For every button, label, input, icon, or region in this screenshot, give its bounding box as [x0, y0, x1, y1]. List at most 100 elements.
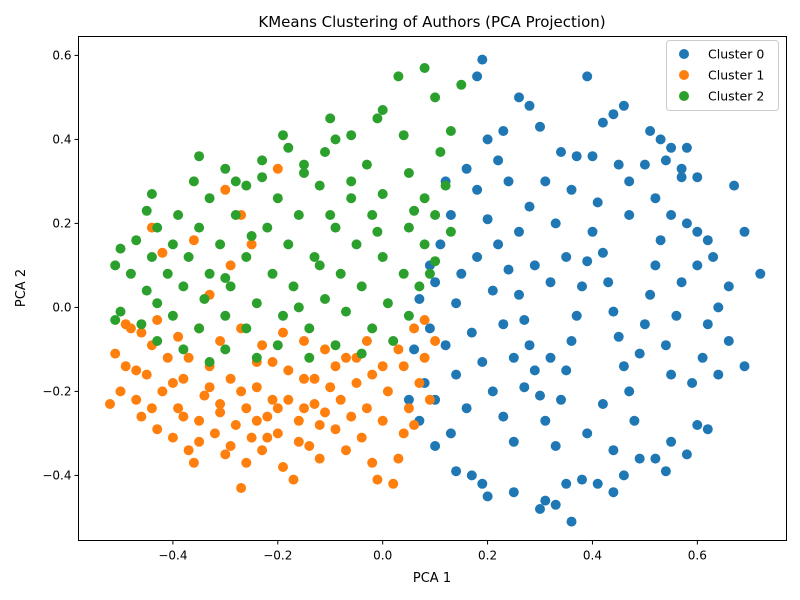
cluster-0-point [660, 155, 671, 166]
cluster-1-point [335, 394, 346, 405]
cluster-0-point [713, 302, 724, 313]
cluster-2-point [419, 193, 430, 204]
cluster-2-point [230, 210, 241, 220]
cluster-0-point [697, 352, 708, 363]
cluster-0-point [645, 289, 656, 300]
cluster-0-point [655, 235, 666, 246]
cluster-2-point [278, 130, 288, 141]
cluster-2-point [220, 163, 231, 174]
cluster-2-point [251, 352, 262, 363]
cluster-1-point [236, 483, 247, 493]
cluster-1-point [105, 399, 115, 409]
cluster-2-point [414, 281, 425, 292]
cluster-2-point [152, 298, 163, 309]
cluster-1-point [272, 428, 283, 439]
cluster-2-point [377, 105, 388, 115]
cluster-0-point [618, 470, 629, 481]
cluster-0-point [634, 453, 645, 464]
cluster-1-point [293, 436, 304, 447]
cluster-1-point [215, 336, 226, 346]
cluster-1-point [409, 420, 420, 430]
cluster-0-point [556, 147, 566, 157]
chart-title: KMeans Clustering of Authors (PCA Projec… [258, 13, 605, 31]
cluster-2-point [430, 256, 441, 267]
cluster-0-point [535, 504, 545, 514]
cluster-1-point [267, 357, 278, 367]
cluster-2-point [372, 226, 383, 237]
cluster-0-point [545, 352, 556, 363]
cluster-0-point [550, 499, 561, 510]
cluster-2-point [262, 222, 273, 233]
cluster-2-point [141, 285, 152, 296]
cluster-2-point [430, 92, 441, 103]
cluster-2-point [272, 193, 283, 204]
cluster-2-point [136, 319, 147, 330]
cluster-0-point [451, 298, 462, 309]
cluster-0-point [566, 516, 577, 527]
cluster-1-point [257, 445, 268, 456]
cluster-2-point [377, 189, 388, 199]
cluster-0-point [708, 252, 719, 262]
cluster-1-point [194, 436, 205, 447]
cluster-2-point [283, 239, 294, 250]
cluster-1-point [288, 474, 299, 485]
cluster-1-point [419, 315, 430, 325]
cluster-0-point [650, 193, 661, 204]
cluster-0-point [692, 172, 703, 183]
cluster-1-point [356, 432, 367, 443]
x-axis-label: PCA 1 [413, 571, 451, 586]
cluster-2-point [267, 268, 278, 279]
cluster-1-point [146, 403, 157, 414]
legend: Cluster 0 Cluster 1 Cluster 2 [666, 40, 779, 111]
cluster-0-point [445, 210, 456, 220]
cluster-0-point [503, 176, 514, 187]
cluster-0-point [508, 436, 519, 447]
cluster-2-point [309, 252, 320, 262]
cluster-2-point [419, 63, 430, 73]
cluster-0-point [487, 285, 498, 296]
cluster-1-point [267, 394, 278, 405]
cluster-0-point [692, 226, 703, 237]
cluster-1-point [278, 327, 288, 338]
cluster-0-point [445, 428, 456, 439]
cluster-2-point [424, 268, 435, 279]
cluster-0-point [713, 369, 724, 380]
cluster-0-point [535, 121, 545, 132]
cluster-2-point [173, 210, 184, 220]
cluster-1-point [136, 411, 147, 422]
cluster-0-point [403, 394, 414, 405]
cluster-2-point [257, 172, 268, 183]
cluster-2-point [435, 147, 446, 157]
cluster-2-point [335, 268, 346, 279]
y-tick-label: 0.2 [52, 216, 71, 230]
cluster-1-point [424, 394, 435, 405]
cluster-0-point [566, 336, 577, 346]
legend-marker-cluster-2 [679, 91, 689, 101]
cluster-0-point [540, 176, 551, 187]
cluster-0-point [624, 386, 635, 397]
cluster-0-point [639, 319, 650, 330]
cluster-1-point [393, 344, 404, 355]
cluster-1-point [225, 441, 236, 451]
cluster-1-point [183, 352, 194, 363]
cluster-1-point [320, 407, 330, 418]
cluster-1-point [162, 352, 173, 363]
cluster-1-point [141, 369, 152, 380]
cluster-2-point [341, 306, 351, 317]
cluster-0-point [597, 117, 608, 128]
legend-marker-cluster-0 [679, 49, 689, 59]
cluster-2-point [440, 180, 451, 191]
cluster-1-point [361, 403, 372, 414]
cluster-2-point [199, 294, 210, 304]
cluster-1-point [293, 415, 304, 426]
cluster-0-point [702, 319, 713, 330]
cluster-2-point [251, 298, 262, 309]
cluster-0-point [461, 163, 472, 174]
cluster-0-point [613, 159, 624, 170]
cluster-1-point [346, 411, 357, 422]
cluster-0-point [755, 268, 766, 279]
cluster-2-point [361, 159, 372, 170]
cluster-0-point [592, 197, 603, 208]
cluster-2-point [409, 205, 420, 216]
